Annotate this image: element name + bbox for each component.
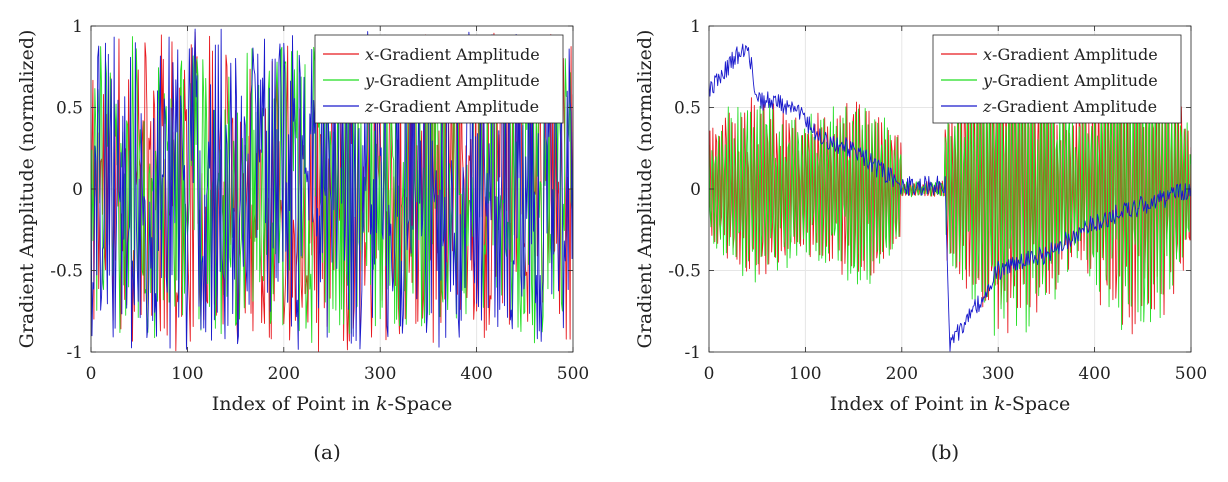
subfigure-caption: (b) xyxy=(931,440,959,464)
y-tick-label: -0.5 xyxy=(50,262,83,282)
x-tick-label: 500 xyxy=(1175,364,1207,384)
legend-label-y: y-Gradient Amplitude xyxy=(982,71,1158,90)
legend-label-x: x-Gradient Amplitude xyxy=(983,45,1158,64)
x-tick-label: 300 xyxy=(364,364,396,384)
x-tick-label: 200 xyxy=(268,364,300,384)
y-tick-label: 0.5 xyxy=(674,99,701,119)
legend-label-x: x-Gradient Amplitude xyxy=(365,45,540,64)
y-tick-label: 0 xyxy=(690,180,701,200)
legend: x-Gradient Amplitude y-Gradient Amplitude… xyxy=(314,34,564,124)
y-tick-label: -1 xyxy=(684,343,701,363)
chart-panel-a: 0 100 200 300 400 500 1 0.5 0 -0.5 -1 Index of Poin… xyxy=(16,17,589,464)
series-line-z xyxy=(709,43,1191,352)
x-tick-label: 0 xyxy=(704,364,715,384)
x-tick-label: 100 xyxy=(171,364,203,384)
y-tick-label: 1 xyxy=(72,17,83,37)
y-tick-label: -1 xyxy=(66,343,83,363)
x-tick-label: 400 xyxy=(1078,364,1110,384)
y-tick-label: 0.5 xyxy=(56,99,83,119)
legend-box xyxy=(314,34,564,124)
x-tick-label: 300 xyxy=(982,364,1014,384)
legend-label-z: z-Gradient Amplitude xyxy=(982,97,1157,116)
subfigure-caption: (a) xyxy=(313,440,341,464)
y-tick-label: 0 xyxy=(72,180,83,200)
legend-label-y: y-Gradient Amplitude xyxy=(364,71,540,90)
x-tick-label: 500 xyxy=(557,364,589,384)
legend: x-Gradient Amplitude y-Gradient Amplitude… xyxy=(932,34,1182,124)
x-tick-label: 200 xyxy=(886,364,918,384)
legend-box xyxy=(932,34,1182,124)
x-axis-label: Index of Point in k-Space xyxy=(830,393,1071,415)
chart-panel-b: 0 100 200 300 400 500 1 0.5 0 -0.5 -1 Index of Poin… xyxy=(634,17,1207,464)
y-axis-label: Gradient Amplitude (normalized) xyxy=(16,30,38,349)
x-axis-label: Index of Point in k-Space xyxy=(212,393,453,415)
x-tick-label: 0 xyxy=(86,364,97,384)
y-axis-label: Gradient Amplitude (normalized) xyxy=(634,30,656,349)
legend-label-z: z-Gradient Amplitude xyxy=(364,97,539,116)
x-tick-label: 400 xyxy=(460,364,492,384)
y-tick-label: -0.5 xyxy=(668,262,701,282)
x-tick-label: 100 xyxy=(789,364,821,384)
y-tick-label: 1 xyxy=(690,17,701,37)
